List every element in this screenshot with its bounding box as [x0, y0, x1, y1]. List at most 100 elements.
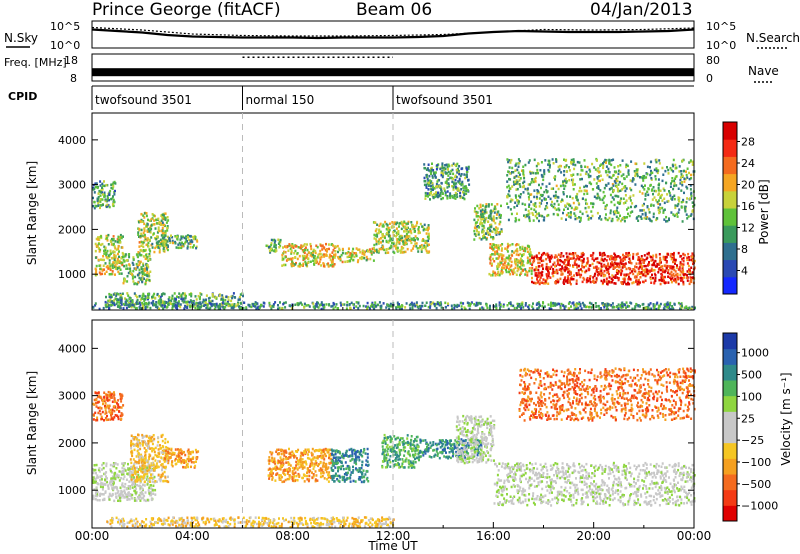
power-cell: [558, 168, 561, 171]
power-cell: [571, 257, 574, 260]
power-cell: [596, 271, 599, 274]
power-cell: [153, 292, 156, 296]
power-cell: [573, 208, 576, 211]
power-cell: [585, 189, 588, 193]
power-cell: [243, 301, 246, 304]
power-cell: [584, 206, 587, 210]
power-cell: [670, 270, 673, 274]
power-cell: [101, 182, 104, 186]
power-cell: [348, 254, 351, 257]
power-cell: [490, 274, 492, 277]
power-cell: [691, 305, 694, 309]
power-cell: [574, 214, 577, 218]
power-cell: [614, 194, 617, 198]
power-cell: [518, 161, 521, 165]
velocity-cell: [109, 418, 112, 421]
power-cell: [144, 236, 147, 239]
power-cell: [158, 240, 161, 243]
power-cell: [477, 231, 480, 234]
power-cell: [603, 160, 606, 164]
power-cell: [514, 169, 517, 172]
power-cell: [502, 263, 505, 266]
power-cell: [586, 214, 589, 218]
power-cell: [552, 263, 555, 266]
power-cell: [655, 160, 658, 164]
power-cell: [490, 247, 493, 250]
power-cell: [643, 261, 645, 264]
power-cell: [435, 302, 438, 306]
power-cell: [113, 261, 116, 264]
power-cell: [663, 279, 665, 282]
power-cell: [658, 199, 660, 202]
power-cell: [661, 166, 664, 170]
power-cell: [455, 182, 458, 185]
power-cell: [180, 237, 183, 240]
power-cell: [485, 203, 488, 206]
power-cell: [621, 304, 624, 308]
power-cell: [574, 303, 577, 306]
power-cell: [526, 256, 529, 259]
power-cell: [338, 257, 340, 260]
power-cell: [99, 206, 101, 210]
power-cell: [646, 216, 649, 219]
power-cell: [569, 264, 571, 267]
power-cell: [490, 217, 493, 220]
power-cell: [430, 188, 433, 191]
power-cell: [576, 199, 579, 202]
power-cell: [113, 299, 116, 302]
power-cell: [566, 281, 569, 284]
power-cell: [606, 173, 609, 177]
power-cell: [678, 197, 681, 200]
power-cell: [528, 219, 531, 223]
power-cell: [600, 279, 603, 283]
power-cell: [543, 170, 546, 173]
power-cell: [184, 301, 187, 304]
power-cell: [96, 186, 99, 190]
power-cell: [655, 218, 658, 222]
power-cell: [686, 258, 689, 262]
power-cell: [563, 179, 566, 182]
power-cell: [123, 279, 126, 283]
velocity-cell: [104, 402, 107, 405]
power-cell: [460, 167, 463, 171]
power-cell: [140, 307, 143, 310]
power-cell: [681, 279, 684, 282]
power-cell: [686, 167, 689, 170]
power-cell: [396, 233, 398, 236]
power-cell: [407, 235, 410, 238]
power-cell: [679, 261, 682, 264]
power-cell: [403, 239, 406, 243]
power-cell: [579, 186, 581, 190]
power-cell: [590, 210, 593, 213]
power-cell: [606, 255, 609, 258]
power-cell: [547, 266, 550, 269]
power-cell: [587, 205, 590, 209]
power-cell: [521, 169, 523, 172]
power-ylabel: Slant Range [km]: [25, 161, 39, 265]
power-cell: [285, 245, 287, 249]
power-cell: [572, 183, 574, 187]
power-cell: [157, 228, 160, 232]
power-cell: [126, 267, 129, 270]
power-cell: [417, 229, 420, 232]
power-cell: [677, 202, 680, 206]
power-cell: [422, 228, 425, 232]
power-cell: [274, 244, 277, 247]
power-cell: [237, 298, 240, 301]
power-cell: [415, 224, 418, 227]
power-cell: [488, 226, 491, 230]
power-cell: [614, 276, 617, 279]
power-cell: [277, 304, 279, 307]
power-cell: [682, 256, 685, 260]
power-cell: [670, 277, 672, 281]
power-cell: [441, 192, 444, 195]
power-cell: [676, 277, 679, 281]
velocity-cell: [104, 416, 107, 420]
power-cell: [500, 228, 503, 231]
velocity-cell: [115, 408, 118, 411]
power-cell: [693, 259, 696, 263]
power-cell: [451, 168, 454, 172]
power-cell: [380, 241, 382, 244]
power-cell: [401, 304, 404, 308]
power-cell: [247, 303, 250, 307]
